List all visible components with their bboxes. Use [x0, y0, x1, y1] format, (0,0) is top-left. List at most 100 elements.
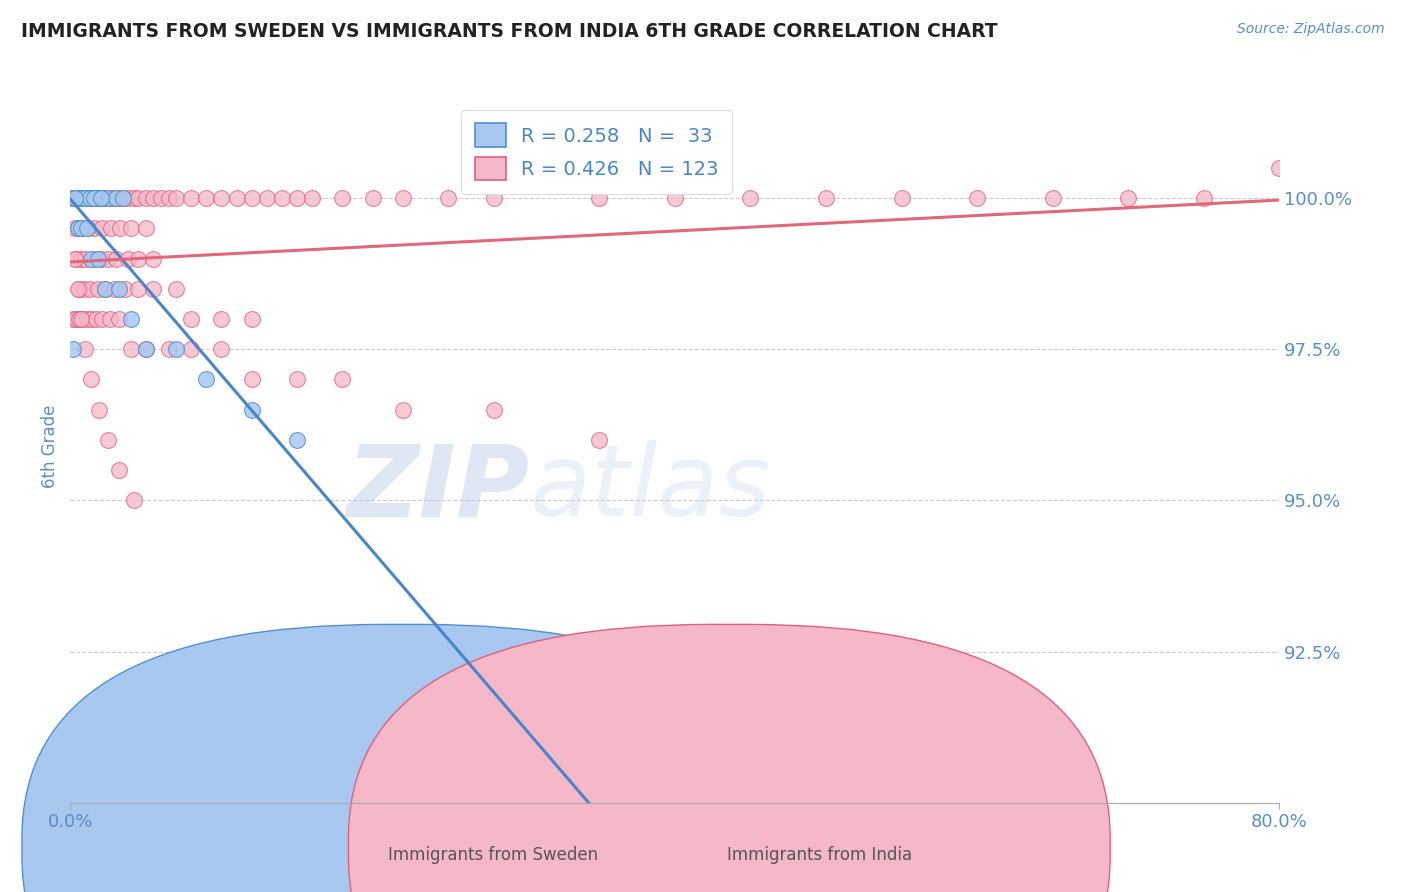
Point — [70, 191, 93, 205]
Point — [65, 312, 87, 326]
Point — [142, 282, 165, 296]
Point — [62, 343, 84, 357]
Point — [84, 191, 107, 205]
Point — [63, 221, 86, 235]
Point — [135, 221, 157, 235]
Point — [94, 282, 117, 296]
Point — [1118, 191, 1140, 205]
Point — [270, 191, 294, 205]
Point — [86, 282, 108, 296]
Point — [256, 191, 278, 205]
Point — [91, 221, 114, 235]
Point — [240, 372, 263, 386]
Point — [211, 312, 233, 326]
Point — [65, 191, 87, 205]
Point — [135, 343, 157, 357]
Point — [70, 221, 93, 235]
Point — [103, 282, 125, 296]
Point — [391, 402, 415, 417]
Point — [482, 402, 505, 417]
Point — [97, 252, 120, 266]
Point — [67, 191, 90, 205]
Point — [87, 191, 110, 205]
Point — [664, 191, 686, 205]
Point — [285, 433, 308, 447]
Point — [76, 221, 98, 235]
Point — [63, 252, 86, 266]
Point — [79, 282, 101, 296]
Point — [101, 191, 124, 205]
Point — [127, 252, 149, 266]
Point — [82, 191, 104, 205]
Point — [66, 282, 89, 296]
Point — [117, 252, 139, 266]
Point — [361, 191, 384, 205]
Point — [65, 252, 87, 266]
Point — [80, 191, 103, 205]
Point — [157, 343, 180, 357]
Point — [588, 433, 610, 447]
Point — [96, 191, 118, 205]
Point — [77, 221, 100, 235]
Text: ZIP: ZIP — [347, 441, 530, 537]
Point — [70, 252, 93, 266]
Point — [86, 191, 108, 205]
Point — [437, 191, 460, 205]
Point — [127, 282, 149, 296]
Point — [150, 191, 173, 205]
Point — [285, 372, 308, 386]
Point — [73, 191, 96, 205]
Point — [301, 191, 323, 205]
Point — [117, 191, 139, 205]
Text: Immigrants from India: Immigrants from India — [727, 846, 912, 863]
Point — [75, 252, 97, 266]
Point — [77, 191, 100, 205]
Point — [157, 191, 180, 205]
Point — [122, 191, 145, 205]
Point — [90, 191, 111, 205]
Point — [332, 372, 354, 386]
Point — [97, 191, 120, 205]
Point — [63, 191, 86, 205]
Text: atlas: atlas — [530, 441, 772, 537]
Point — [104, 191, 127, 205]
Point — [1042, 191, 1064, 205]
Point — [93, 191, 115, 205]
Point — [72, 221, 94, 235]
Point — [83, 191, 105, 205]
Point — [83, 191, 105, 205]
Point — [82, 252, 104, 266]
Point — [240, 312, 263, 326]
Point — [70, 312, 93, 326]
Text: Immigrants from Sweden: Immigrants from Sweden — [388, 846, 599, 863]
FancyBboxPatch shape — [349, 624, 1111, 892]
Point — [80, 312, 103, 326]
Point — [66, 191, 89, 205]
Point — [740, 191, 762, 205]
Point — [67, 191, 90, 205]
Point — [72, 191, 94, 205]
Point — [80, 252, 103, 266]
Point — [65, 191, 87, 205]
Point — [63, 191, 86, 205]
Point — [98, 312, 121, 326]
Point — [165, 343, 187, 357]
Point — [135, 191, 157, 205]
Point — [142, 252, 165, 266]
Point — [482, 191, 505, 205]
Point — [165, 191, 187, 205]
Point — [180, 191, 202, 205]
Point — [84, 312, 107, 326]
Point — [80, 372, 103, 386]
Point — [1268, 161, 1291, 175]
Point — [60, 191, 83, 205]
Point — [122, 493, 145, 508]
FancyBboxPatch shape — [22, 624, 783, 892]
Point — [890, 191, 912, 205]
Text: IMMIGRANTS FROM SWEDEN VS IMMIGRANTS FROM INDIA 6TH GRADE CORRELATION CHART: IMMIGRANTS FROM SWEDEN VS IMMIGRANTS FRO… — [21, 22, 998, 41]
Point — [180, 343, 202, 357]
Point — [91, 312, 114, 326]
Point — [86, 191, 108, 205]
Point — [66, 221, 89, 235]
Point — [127, 191, 149, 205]
